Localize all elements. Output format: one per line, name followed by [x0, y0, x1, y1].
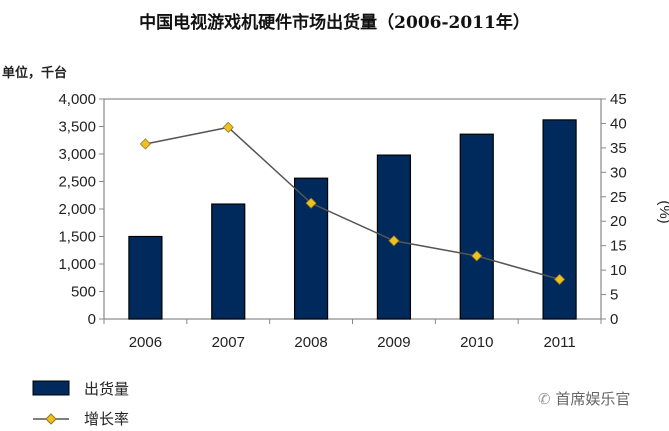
right-tick-label: 5 [610, 287, 618, 304]
left-tick-label: 0 [88, 311, 96, 328]
bar-2006 [128, 235, 163, 320]
left-tick-label: 2,500 [58, 174, 96, 191]
left-tick-label: 3,000 [58, 146, 96, 163]
right-tick-label: 15 [610, 238, 627, 255]
right-tick-label: 20 [610, 213, 627, 230]
x-tick-label: 2008 [294, 334, 327, 351]
plot-area [103, 98, 602, 320]
growth-point-2011 [554, 273, 566, 285]
bar-2010 [459, 133, 494, 320]
growth-line [145, 126, 560, 281]
growth-point-2009 [388, 235, 400, 247]
x-tick-label: 2011 [543, 334, 575, 351]
growth-point-2008 [305, 197, 317, 209]
wechat-icon: ✆ [538, 390, 556, 408]
left-tick-label: 2,000 [58, 201, 96, 218]
right-tick-label: 25 [610, 189, 627, 206]
right-axis-label: (%) [656, 200, 669, 223]
x-tick-label: 2006 [129, 334, 162, 351]
growth-point-2010 [471, 250, 483, 262]
right-tick-label: 30 [610, 164, 627, 181]
left-tick-label: 3,500 [58, 119, 96, 136]
right-tick-label: 10 [610, 262, 627, 279]
bar-2007 [211, 203, 246, 320]
growth-point-2006 [139, 138, 151, 150]
left-tick-label: 500 [71, 284, 96, 301]
watermark: ✆ 首席娱乐官 [538, 388, 630, 409]
legend-bar-label: 出货量 [84, 381, 129, 398]
x-tick-label: 2007 [212, 334, 245, 351]
x-tick-label: 2010 [460, 334, 493, 351]
left-tick-label: 4,000 [58, 91, 96, 108]
bar-2011 [542, 119, 577, 320]
growth-point-2007 [222, 121, 234, 133]
left-tick-label: 1,000 [58, 256, 96, 273]
left-tick-label: 1,500 [58, 229, 96, 246]
legend-line-label: 增长率 [84, 411, 129, 428]
watermark-text: 首席娱乐官 [555, 390, 631, 408]
unit-label: 单位，千台 [2, 66, 68, 81]
chart-title: 中国电视游戏机硬件市场出货量（2006-2011年） [139, 13, 530, 33]
legend-line-marker [45, 413, 57, 425]
right-tick-label: 40 [610, 115, 627, 132]
right-tick-label: 45 [610, 91, 627, 108]
right-tick-label: 0 [610, 311, 618, 328]
x-tick-label: 2009 [377, 334, 410, 351]
right-tick-label: 35 [610, 140, 627, 157]
legend-bar-swatch [32, 380, 70, 396]
